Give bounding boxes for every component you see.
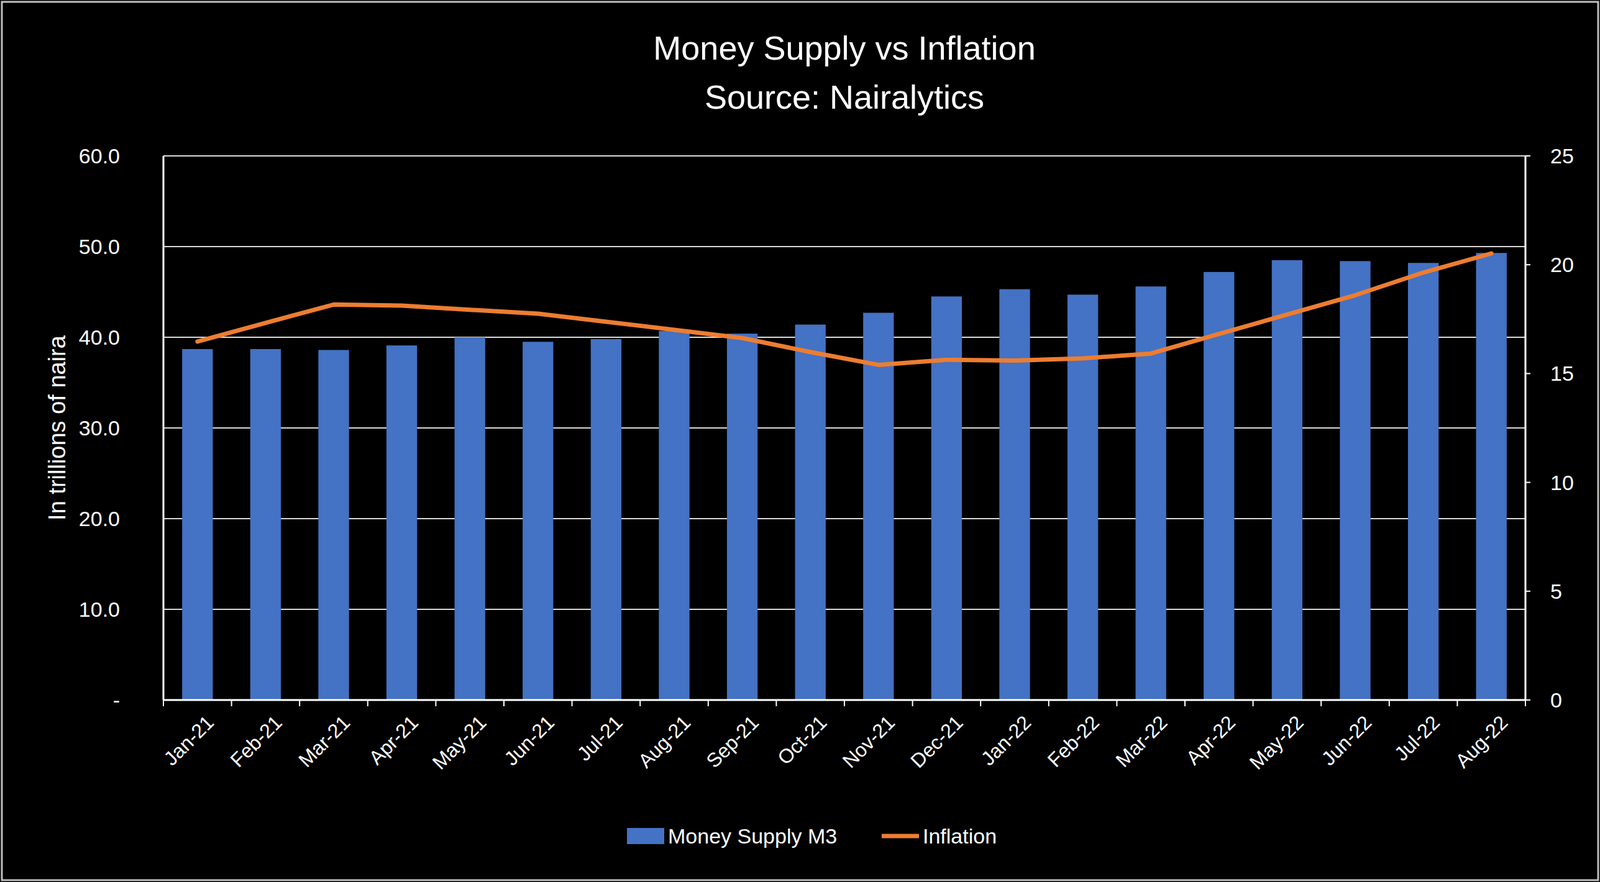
x-tick — [1048, 700, 1050, 707]
x-tick — [434, 700, 437, 707]
x-tick — [1456, 700, 1458, 707]
y2-tick-label: 20 — [1550, 252, 1574, 277]
x-tick — [1252, 700, 1254, 707]
x-tick — [1320, 700, 1322, 707]
y2-tick-label: 10 — [1550, 470, 1574, 495]
x-tick — [775, 700, 777, 707]
x-tick-label: Aug-22 — [1450, 711, 1512, 773]
grid-line — [163, 518, 1526, 520]
plot-area — [182, 252, 1507, 701]
bar — [522, 341, 554, 701]
x-tick-label: May-22 — [1245, 711, 1308, 775]
legend-swatch — [626, 828, 665, 845]
x-tick-label: May-21 — [428, 711, 491, 775]
x-tick-label: Jun-22 — [1317, 711, 1377, 771]
x-tick — [367, 700, 369, 707]
x-tick — [503, 700, 505, 707]
y-axis-label: In trillions of naira — [44, 334, 71, 521]
x-tick-label: Jul-21 — [572, 711, 627, 766]
x-tick — [1184, 700, 1186, 707]
bar — [863, 313, 894, 701]
x-tick-label: Mar-22 — [1110, 711, 1172, 772]
x-tick-label: Mar-21 — [293, 711, 355, 772]
bar — [318, 349, 349, 701]
y-tick-label: 40.0 — [78, 325, 120, 350]
x-tick — [707, 700, 709, 707]
x-tick-label: Jan-22 — [976, 711, 1036, 771]
legend-label: Inflation — [922, 824, 997, 849]
x-tick-label: Jul-22 — [1389, 711, 1445, 766]
title: Money Supply vs Inflation — [653, 29, 1036, 67]
x-tick — [1388, 700, 1390, 707]
x-tick — [1115, 700, 1118, 707]
x-tick-label: Feb-21 — [226, 711, 287, 772]
bar — [1408, 262, 1439, 701]
x-tick-label: Nov-21 — [838, 711, 900, 773]
y2-tick-label: 15 — [1550, 361, 1574, 386]
legend-label: Money Supply M3 — [667, 824, 837, 849]
y-axis — [162, 155, 165, 701]
y-tick-label: - — [113, 688, 120, 713]
grid-line — [163, 336, 1526, 339]
background — [0, 0, 1600, 882]
x-tick — [639, 700, 641, 707]
chart: Money Supply vs Inflation Source: Nairaly… — [0, 0, 1600, 882]
bar — [590, 339, 622, 701]
x-tick-label: Jan-21 — [159, 711, 219, 771]
bar — [386, 345, 417, 701]
subtitle: Source: Nairalytics — [704, 78, 985, 116]
bar — [999, 289, 1030, 701]
x-tick — [162, 700, 165, 707]
bar — [454, 337, 486, 701]
bar — [1476, 252, 1507, 701]
y-tick-label: 50.0 — [78, 234, 120, 259]
bar — [931, 296, 962, 701]
frame — [1, 1, 1599, 881]
bar — [182, 349, 213, 701]
x-tick — [231, 700, 233, 707]
x-tick — [571, 700, 573, 707]
bar — [250, 349, 281, 701]
y2-tick-label: 5 — [1550, 579, 1563, 604]
y-tick-label: 60.0 — [78, 144, 120, 168]
x-tick-label: Oct-21 — [772, 711, 831, 770]
x-tick-label: Jun-21 — [500, 711, 560, 771]
x-tick-label: Feb-22 — [1043, 711, 1104, 772]
x-tick-label: Apr-21 — [364, 711, 423, 770]
y2-tick-label: 25 — [1550, 144, 1574, 168]
x-tick — [912, 700, 914, 707]
legend: Money Supply M3 Inflation — [626, 824, 997, 849]
bar — [1271, 260, 1303, 701]
bar — [1339, 260, 1371, 701]
x-tick-label: Dec-21 — [905, 711, 967, 773]
y-tick-label: 10.0 — [78, 597, 120, 622]
bar — [726, 333, 758, 701]
x-tick-label: Aug-21 — [633, 711, 695, 773]
y2-tick-label: 0 — [1550, 688, 1563, 713]
line — [197, 253, 1492, 365]
x-tick — [979, 700, 982, 707]
grid-line — [163, 608, 1526, 611]
grid-line — [163, 246, 1526, 248]
x-tick-label: Apr-22 — [1181, 711, 1240, 770]
y2-axis — [1524, 155, 1527, 701]
x-tick — [843, 700, 846, 707]
x-tick — [1524, 700, 1527, 707]
grid-line — [163, 155, 1526, 157]
grid-line — [163, 427, 1526, 429]
y-tick-label: 20.0 — [78, 507, 120, 531]
bar — [658, 331, 690, 701]
legend-swatch — [881, 834, 919, 839]
y-tick-label: 30.0 — [78, 416, 120, 440]
bar — [795, 324, 826, 701]
x-tick-label: Sep-21 — [702, 711, 764, 773]
x-tick — [298, 700, 301, 707]
